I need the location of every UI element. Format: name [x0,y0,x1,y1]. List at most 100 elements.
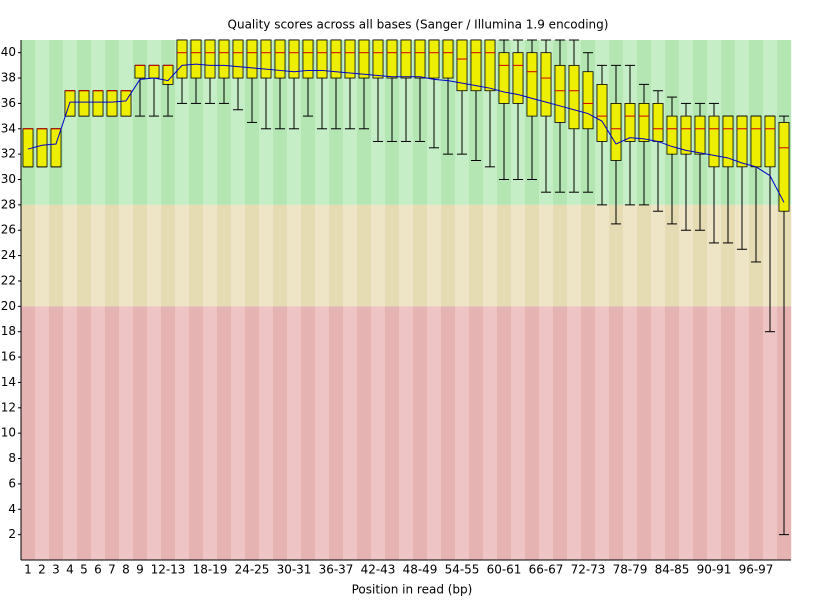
quality-zone [119,204,134,307]
quality-zone [105,40,120,205]
quality-zone [707,306,722,560]
box [330,39,342,79]
y-tick-label: 20 [1,299,16,313]
quality-zone [707,204,722,307]
quality-zone [259,204,274,307]
quality-zone [105,204,120,307]
quality-zone [385,306,400,560]
box [428,39,440,79]
quality-zone [231,40,246,205]
quality-zone [497,204,512,307]
quality-zone [133,306,148,560]
quality-zone [427,204,442,307]
box [92,90,104,117]
quality-zone [189,40,204,205]
y-tick-label: 28 [1,197,16,211]
box [204,39,216,79]
y-tick-label: 34 [1,121,16,135]
box [666,115,678,155]
y-tick-label: 24 [1,248,16,262]
quality-zone [21,204,36,307]
x-tick-label: 3 [52,563,60,577]
x-tick-label: 4 [66,563,74,577]
quality-zone [259,306,274,560]
quality-zone [343,204,358,307]
quality-zone [567,204,582,307]
x-tick-label: 84-85 [655,563,690,577]
quality-zone [49,204,64,307]
quality-zone [147,204,162,307]
quality-zone [511,204,526,307]
quality-zone [133,204,148,307]
quality-zone [203,306,218,560]
box [78,90,90,117]
quality-zone [203,40,218,205]
quality-zone [455,204,470,307]
x-axis-label: Position in read (bp) [352,583,473,597]
x-tick-label: 96-97 [739,563,774,577]
quality-zone [287,306,302,560]
quality-zone [693,306,708,560]
quality-zone [357,306,372,560]
box [232,39,244,79]
quality-zone [637,204,652,307]
quality-zone [175,306,190,560]
x-tick-label: 90-91 [697,563,732,577]
box [596,83,608,142]
box [134,64,146,79]
quality-zone [189,306,204,560]
box [442,39,454,79]
quality-zone [581,306,596,560]
x-tick-label: 72-73 [571,563,606,577]
box [722,115,734,168]
quality-zone [301,40,316,205]
quality-zone [161,306,176,560]
quality-zone [77,204,92,307]
quality-zone [595,204,610,307]
quality-zone [245,204,260,307]
box [176,39,188,79]
quality-zone [735,306,750,560]
box [568,64,580,130]
x-tick-label: 54-55 [445,563,480,577]
y-tick-label: 12 [1,400,16,414]
quality-zone [581,204,596,307]
x-tick-label: 30-31 [277,563,312,577]
quality-zone [343,306,358,560]
box [246,39,258,79]
box [652,103,664,142]
quality-zone [273,306,288,560]
box [302,39,314,79]
quality-zone [245,306,260,560]
quality-zone [63,204,78,307]
quality-zone [749,306,764,560]
quality-zone [217,306,232,560]
quality-zone [77,40,92,205]
quality-zone [35,204,50,307]
quality-zone [329,204,344,307]
quality-zone [91,306,106,560]
quality-zone [609,306,624,560]
box [372,39,384,79]
quality-zone [483,204,498,307]
quality-zone [665,306,680,560]
x-tick-label: 12-13 [151,563,186,577]
y-tick-label: 32 [1,147,16,161]
box [288,39,300,79]
quality-zone [231,204,246,307]
box [456,39,468,92]
quality-zone [385,204,400,307]
box [750,115,762,168]
y-tick-label: 26 [1,223,16,237]
quality-zone [623,306,638,560]
box [414,39,426,79]
quality-zone [413,306,428,560]
quality-zone [525,204,540,307]
quality-zone [287,204,302,307]
x-tick-label: 18-19 [193,563,228,577]
quality-zone [49,306,64,560]
y-tick-label: 6 [8,476,16,490]
quality-zone [413,204,428,307]
quality-zone [161,40,176,205]
x-tick-label: 60-61 [487,563,522,577]
